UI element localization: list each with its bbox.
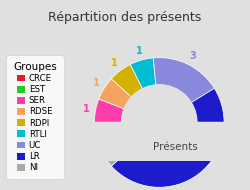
- Text: 1: 1: [111, 58, 118, 68]
- Wedge shape: [153, 58, 214, 103]
- Text: 3: 3: [189, 51, 196, 61]
- Text: 1: 1: [82, 104, 89, 114]
- Wedge shape: [99, 79, 132, 109]
- Text: 1: 1: [136, 46, 142, 56]
- Wedge shape: [111, 88, 224, 187]
- Wedge shape: [130, 58, 156, 89]
- Text: Répartition des présents: Répartition des présents: [48, 11, 202, 24]
- Wedge shape: [94, 122, 132, 166]
- Wedge shape: [89, 122, 229, 190]
- Text: 1: 1: [92, 78, 99, 88]
- Wedge shape: [111, 64, 142, 97]
- Legend: CRCE, EST, SER, RDSE, RDPI, RTLI, UC, LR, NI: CRCE, EST, SER, RDSE, RDPI, RTLI, UC, LR…: [9, 58, 61, 177]
- Wedge shape: [94, 99, 124, 122]
- Circle shape: [122, 85, 197, 160]
- Text: Présents: Présents: [153, 142, 198, 152]
